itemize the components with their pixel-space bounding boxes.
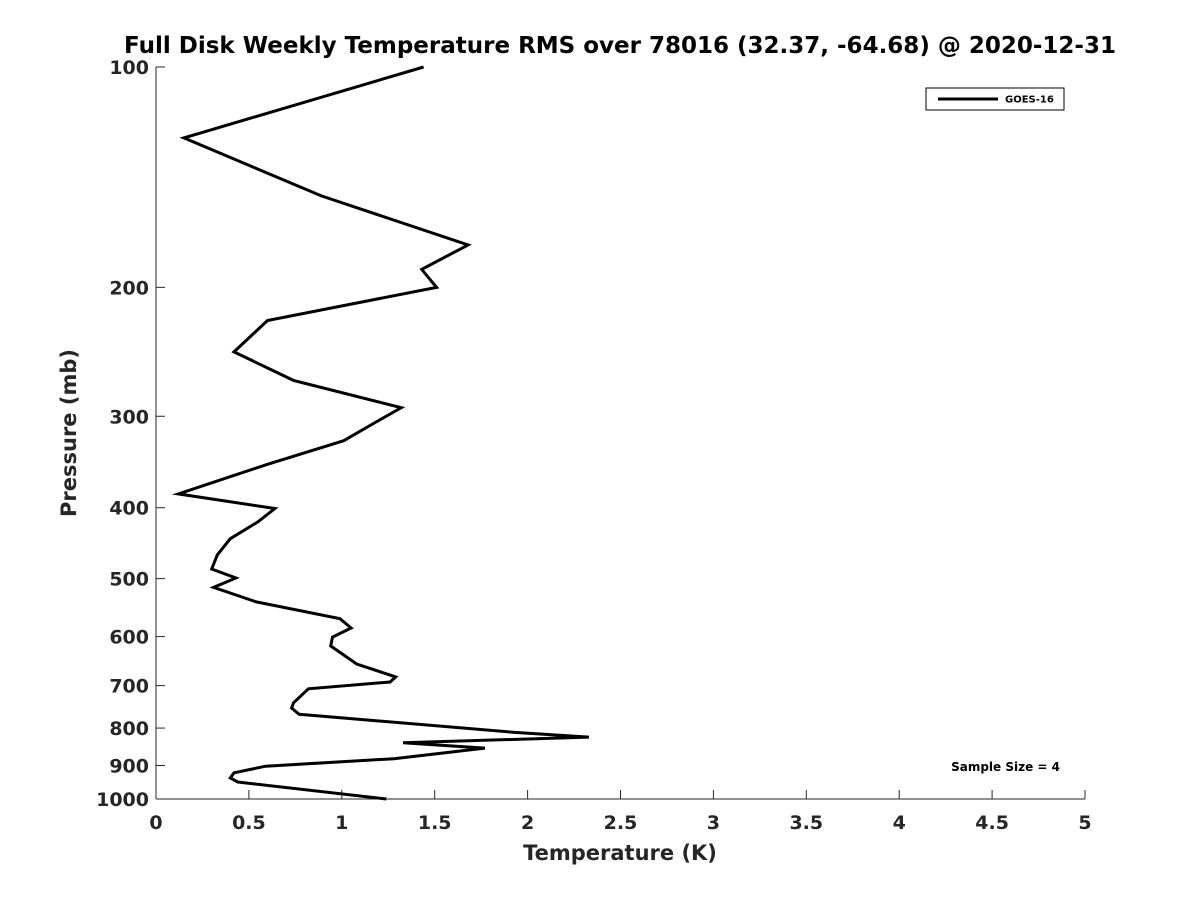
y-tick-label: 500	[109, 569, 149, 591]
x-tick-label: 1.5	[418, 812, 452, 834]
y-tick-label: 300	[109, 406, 149, 428]
x-tick-label: 2.5	[604, 812, 638, 834]
x-tick-label: 4.5	[975, 812, 1009, 834]
series-line-goes-16	[171, 65, 589, 801]
x-tick-label: 5	[1078, 812, 1091, 834]
y-axis-label: Pressure (mb)	[57, 349, 81, 517]
x-axis-label: Temperature (K)	[523, 841, 717, 865]
y-axis: 100 200 300 400 500 600 700 800 900 1000	[96, 57, 165, 811]
x-tick-label: 0	[149, 812, 162, 834]
x-tick-label: 2	[521, 812, 534, 834]
x-tick-label: 0.5	[232, 812, 266, 834]
sample-size-annotation: Sample Size = 4	[951, 760, 1060, 774]
y-tick-label: 600	[109, 627, 149, 649]
y-tick-label: 700	[109, 676, 149, 698]
y-tick-label: 800	[109, 718, 149, 740]
x-axis: 0 0.5 1 1.5 2 2.5 3 3.5 4 4.5 5	[149, 790, 1092, 834]
legend-entry-goes16: GOES-16	[1005, 95, 1054, 106]
y-tick-label: 1000	[96, 789, 149, 811]
plot-area	[171, 65, 589, 801]
y-tick-label: 200	[109, 277, 149, 299]
x-tick-label: 3	[707, 812, 720, 834]
x-tick-label: 3.5	[789, 812, 823, 834]
x-tick-label: 4	[893, 812, 906, 834]
y-tick-label: 100	[109, 57, 149, 79]
legend: GOES-16	[925, 87, 1065, 111]
chart-title: Full Disk Weekly Temperature RMS over 78…	[124, 33, 1116, 59]
y-tick-label: 900	[109, 756, 149, 778]
y-tick-label: 400	[109, 498, 149, 520]
x-tick-label: 1	[335, 812, 348, 834]
